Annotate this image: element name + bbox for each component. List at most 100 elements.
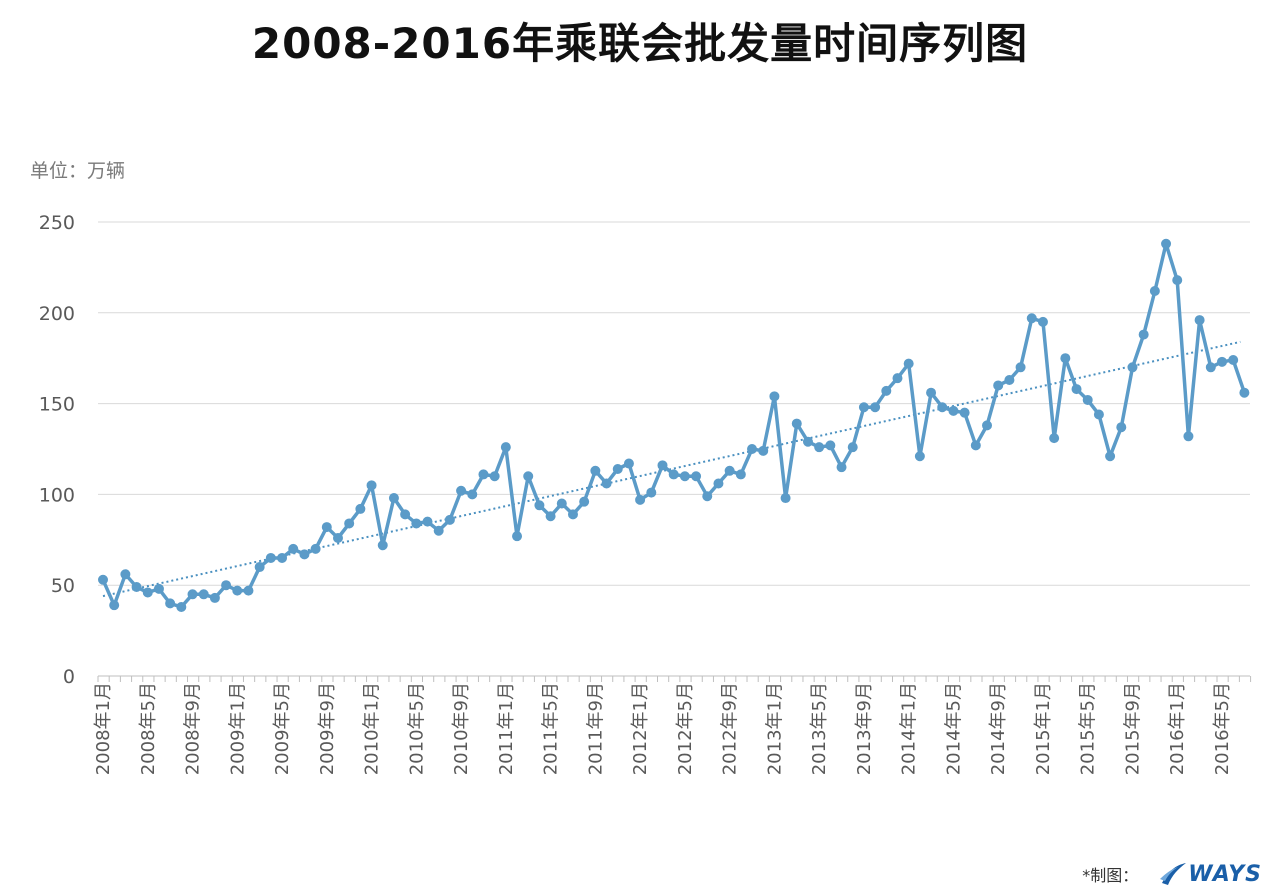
data-point [165,598,176,609]
data-point [1093,409,1104,420]
data-point [937,402,948,413]
x-tick-label: 2016年1月 [1167,682,1188,775]
data-point [657,460,668,471]
data-point [109,600,120,611]
data-point [1071,384,1082,395]
data-point [1138,329,1149,340]
x-tick-label: 2012年9月 [720,682,741,775]
data-point [903,358,914,369]
data-point [612,463,623,474]
data-point [1205,362,1216,373]
data-point [579,496,590,507]
chart-title: 2008-2016年乘联会批发量时间序列图 [251,19,1029,68]
data-point [1082,394,1093,405]
data-point [1127,362,1138,373]
data-point [1228,355,1239,366]
x-tick-label: 2015年9月 [1122,682,1143,775]
data-point [601,478,612,489]
data-point [377,540,388,551]
x-tick-label: 2011年5月 [541,682,562,775]
data-point [1004,374,1015,385]
data-point [836,462,847,473]
data-point [847,442,858,453]
x-tick-label: 2015年1月 [1033,682,1054,775]
y-tick-label: 250 [39,212,75,234]
credit-label: *制图： [1082,866,1139,885]
data-point [623,458,634,469]
gridlines [98,221,1250,586]
data-point [545,511,556,522]
data-point [310,543,321,554]
x-tick-label: 2010年1月 [362,682,383,775]
data-point [1194,315,1205,326]
data-point [724,465,735,476]
data-point [702,491,713,502]
data-point [142,587,153,598]
data-point [735,469,746,480]
data-point [512,531,523,542]
data-point [176,601,187,612]
x-tick-label: 2008年5月 [138,682,159,775]
data-point [232,585,243,596]
x-tick-label: 2012年5月 [675,682,696,775]
data-point [534,500,545,511]
data-point [556,498,567,509]
data-point [668,469,679,480]
x-tick-label: 2014年5月 [943,682,964,775]
ways-swoosh-icon [1160,863,1187,885]
x-tick-label: 2009年5月 [272,682,293,775]
logo-text: WAYS [1188,861,1262,887]
trendline [102,340,1241,598]
data-point [691,471,702,482]
data-series [98,238,1250,612]
y-tick-label: 200 [39,303,75,325]
data-point [467,489,478,500]
data-point [209,592,220,603]
data-point [1060,353,1071,364]
x-axis: 2008年1月 2008年5月 2008年9月 2009年1月 2009年5月 2009年… [93,675,1252,775]
x-tick-label: 2008年1月 [93,682,114,775]
linear-trendline [102,340,1241,598]
data-point [1172,275,1183,286]
data-point [780,493,791,504]
data-point [120,569,131,580]
data-point [926,387,937,398]
data-point [523,471,534,482]
ways-logo: WAYS [1158,861,1262,887]
data-point [1037,316,1048,327]
data-point [456,485,467,496]
data-point [277,552,288,563]
data-point [635,494,646,505]
y-tick-label: 50 [51,575,75,597]
x-tick-label: 2014年9月 [988,682,1009,775]
data-point [758,445,769,456]
data-point [299,549,310,560]
data-point [388,493,399,504]
data-point [433,525,444,536]
data-point [500,442,511,453]
data-point [970,440,981,451]
data-point [444,514,455,525]
data-point [590,465,601,476]
data-point [1116,422,1127,433]
x-tick-label: 2010年9月 [451,682,472,775]
data-point [489,471,500,482]
data-point [769,391,780,402]
data-point [870,402,881,413]
data-point [881,385,892,396]
x-tick-label: 2012年1月 [630,682,651,775]
data-point [914,451,925,462]
data-point [713,478,724,489]
data-point [153,583,164,594]
y-axis-unit-label: 单位：万辆 [30,160,126,182]
data-point [1015,362,1026,373]
x-tick-label: 2009年9月 [317,682,338,775]
data-point [131,582,142,593]
data-point [948,405,959,416]
data-point [747,444,758,454]
x-tick-label: 2011年9月 [585,682,606,775]
data-point [198,589,209,600]
data-point [332,532,343,543]
data-point [892,373,903,384]
